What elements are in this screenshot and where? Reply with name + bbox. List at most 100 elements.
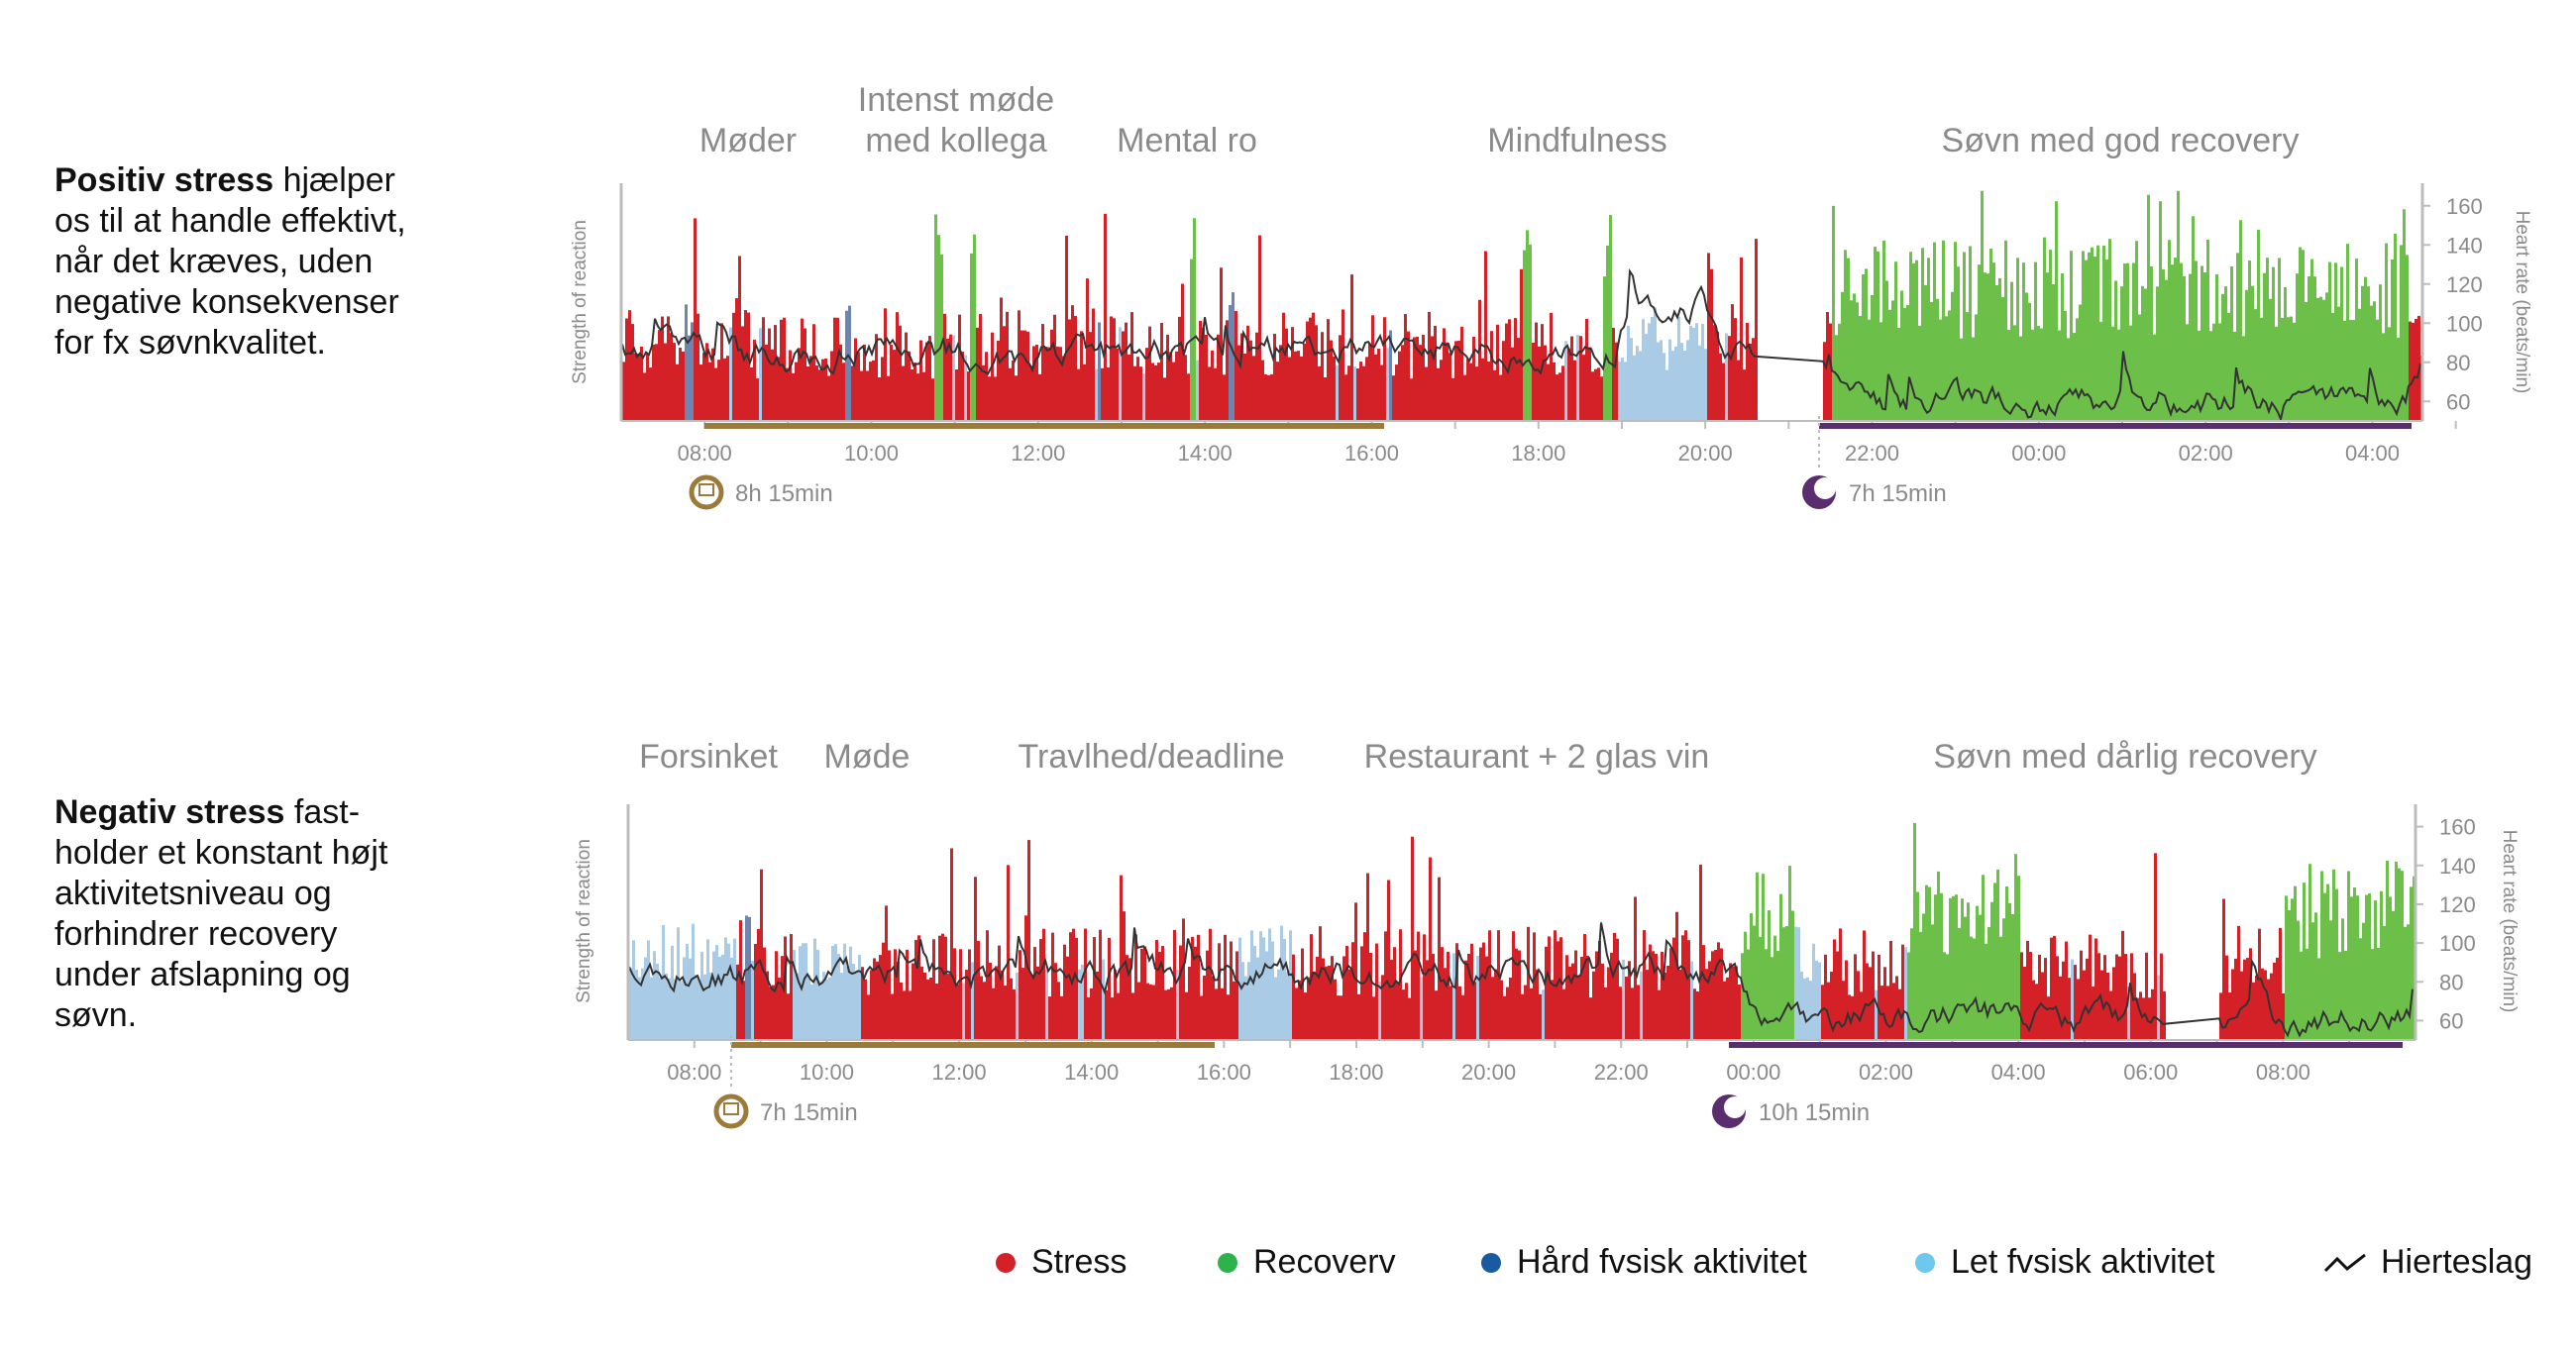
activity-bar <box>1407 331 1410 421</box>
activity-bar <box>876 961 879 1040</box>
activity-bar <box>1966 312 1969 421</box>
activity-bar <box>2174 258 2177 421</box>
activity-bar <box>1360 946 1363 1040</box>
activity-bar <box>1931 924 1934 1040</box>
activity-bar <box>1836 951 1839 1040</box>
briefcase-icon-body <box>723 1102 739 1115</box>
activity-bar <box>1592 971 1595 1040</box>
activity-bar <box>1460 326 1463 421</box>
activity-bar <box>1164 989 1167 1040</box>
activity-bar <box>1196 360 1199 421</box>
activity-bar <box>760 869 763 1040</box>
activity-bar <box>2382 333 2385 421</box>
activity-bar <box>846 967 849 1040</box>
activity-bar <box>867 994 870 1040</box>
activity-bar <box>1833 939 1836 1040</box>
activity-bar <box>1435 990 1438 1040</box>
activity-bar <box>1019 950 1021 1040</box>
activity-bar <box>2261 968 2264 1040</box>
activity-bar <box>1975 314 1978 421</box>
activity-bar <box>1434 325 1437 421</box>
activity-bar <box>1794 926 1797 1040</box>
activity-bar <box>1348 969 1351 1040</box>
activity-bar <box>1753 925 1756 1040</box>
activity-bar <box>1273 333 1276 421</box>
activity-bar <box>1523 250 1526 421</box>
activity-bar <box>2222 898 2225 1040</box>
activity-bar <box>1007 865 1010 1040</box>
activity-bar <box>1714 950 1717 1040</box>
activity-bar <box>2249 948 2252 1040</box>
activity-bar <box>2361 285 2364 421</box>
activity-bar <box>1490 331 1493 421</box>
activity-bar <box>1102 959 1105 1040</box>
activity-bar <box>905 332 908 421</box>
activity-bar <box>2218 323 2221 421</box>
activity-bar <box>1957 266 1960 421</box>
activity-bar <box>2353 887 2356 1040</box>
activity-bar <box>1743 369 1746 421</box>
activity-bar <box>869 362 872 421</box>
activity-bar <box>2386 860 2389 1040</box>
activity-bar <box>2029 951 2032 1040</box>
activity-bar <box>1292 954 1295 1040</box>
activity-bar <box>1503 995 1506 1040</box>
activity-bar <box>882 942 885 1040</box>
activity-bar <box>1039 939 1042 1040</box>
activity-bar <box>2285 895 2288 1040</box>
activity-bar <box>822 972 825 1040</box>
activity-bar <box>2091 247 2093 421</box>
activity-bar <box>1353 366 1356 421</box>
activity-bar <box>1832 205 1835 421</box>
activity-bar <box>2376 319 2379 421</box>
activity-bar <box>1188 967 1191 1040</box>
activity-bar <box>1879 322 1882 421</box>
activity-bar <box>683 957 686 1040</box>
activity-bar <box>806 365 809 421</box>
activity-bar <box>1594 368 1597 421</box>
activity-bar <box>691 322 694 421</box>
activity-bar <box>1704 349 1707 421</box>
activity-bar <box>1411 836 1414 1040</box>
activity-bar <box>679 348 682 421</box>
activity-bar <box>1334 979 1337 1040</box>
activity-bar <box>2025 292 2028 421</box>
activity-bar <box>1916 891 1919 1040</box>
x-tick-label: 02:00 <box>2179 441 2233 466</box>
activity-bar <box>2023 967 2026 1040</box>
activity-bar <box>2092 987 2094 1040</box>
activity-bar <box>1092 308 1095 421</box>
activity-bar <box>2300 951 2303 1040</box>
activity-bar <box>2061 273 2064 421</box>
activity-bar <box>1886 986 1889 1040</box>
activity-bar <box>1083 364 1086 421</box>
activity-bar <box>849 946 852 1040</box>
activity-bar <box>1571 963 1574 1040</box>
negative-stress-heading: Negativ stress <box>54 793 285 831</box>
activity-bar <box>1558 372 1561 421</box>
activity-bar <box>1901 944 1904 1040</box>
annotation-intenst-moede-1: Intenst møde <box>858 81 1054 119</box>
activity-bar <box>1300 356 1303 421</box>
activity-bar <box>1276 362 1279 421</box>
activity-bar <box>1556 374 1558 421</box>
activity-bar <box>766 971 769 1040</box>
activity-bar <box>1250 930 1253 1040</box>
activity-bar <box>906 949 909 1040</box>
activity-bar <box>879 955 882 1040</box>
activity-bar <box>1891 300 1894 421</box>
hr-tick-label: 60 <box>2446 389 2470 414</box>
activity-bar <box>2195 260 2198 421</box>
activity-bar <box>2053 935 2056 1040</box>
activity-bar <box>1580 957 1583 1040</box>
activity-bar <box>1023 330 1026 421</box>
activity-bar <box>1649 944 1652 1040</box>
activity-bar <box>2106 972 2109 1040</box>
activity-bar <box>1016 972 1019 1040</box>
activity-bar <box>1069 932 1072 1040</box>
activity-bar <box>1919 931 1922 1040</box>
activity-bar <box>1267 374 1270 421</box>
x-tick-label: 00:00 <box>1726 1060 1780 1085</box>
activity-bar <box>1030 974 1033 1040</box>
activity-bar <box>1178 316 1181 421</box>
